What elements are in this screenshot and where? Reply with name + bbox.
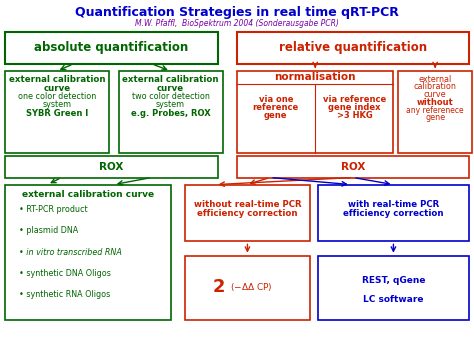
Bar (5, 32, 218, 64)
Text: M.W. Pfaffl,  BioSpektrum 2004 (Sonderausgabe PCR): M.W. Pfaffl, BioSpektrum 2004 (Sonderaus… (135, 18, 339, 28)
Bar (5, 185, 171, 320)
Bar (5, 156, 218, 178)
Text: $\mathbf{2}$: $\mathbf{2}$ (211, 278, 225, 296)
Text: external calibration: external calibration (122, 75, 219, 84)
Text: system: system (156, 100, 185, 109)
Bar (237, 32, 469, 64)
Text: • plasmid DNA: • plasmid DNA (19, 226, 78, 235)
Text: $(-\Delta\Delta$ CP): $(-\Delta\Delta$ CP) (230, 281, 273, 293)
Text: ROX: ROX (341, 162, 365, 172)
Text: absolute quantification: absolute quantification (34, 42, 189, 54)
Text: • synthetic DNA Oligos: • synthetic DNA Oligos (19, 269, 111, 278)
Bar (318, 256, 469, 320)
Text: with real-time PCR: with real-time PCR (348, 200, 439, 209)
Text: any referenece: any referenece (406, 105, 464, 115)
Text: e.g. Probes, ROX: e.g. Probes, ROX (131, 109, 210, 118)
Text: >3 HKG: >3 HKG (337, 110, 373, 120)
Text: via reference: via reference (323, 95, 386, 104)
Bar (185, 256, 310, 320)
Text: curve: curve (157, 83, 184, 93)
Text: system: system (42, 100, 72, 109)
Bar (318, 185, 469, 241)
Text: efficiency correction: efficiency correction (343, 208, 444, 218)
Text: ROX: ROX (99, 162, 124, 172)
Text: calibration: calibration (414, 82, 456, 92)
Bar (237, 71, 393, 153)
Text: external calibration: external calibration (9, 75, 105, 84)
Text: gene: gene (264, 110, 288, 120)
Text: external calibration curve: external calibration curve (22, 190, 154, 199)
Text: one color detection: one color detection (18, 92, 96, 102)
Text: • RT-PCR product: • RT-PCR product (19, 205, 88, 214)
Text: external: external (419, 75, 452, 84)
Text: via one: via one (259, 95, 293, 104)
Bar (185, 185, 310, 241)
Bar (118, 71, 223, 153)
Bar (237, 156, 469, 178)
Text: without real-time PCR: without real-time PCR (193, 200, 301, 209)
Text: without: without (417, 98, 454, 107)
Text: reference: reference (253, 103, 299, 112)
Text: • synthetic RNA Oligos: • synthetic RNA Oligos (19, 290, 110, 299)
Text: curve: curve (43, 83, 71, 93)
Text: normalisation: normalisation (274, 72, 356, 82)
Text: relative quantification: relative quantification (279, 42, 427, 54)
Text: curve: curve (424, 90, 447, 99)
Text: REST, qGene: REST, qGene (362, 276, 425, 285)
Bar (398, 71, 472, 153)
Text: SYBR Green I: SYBR Green I (26, 109, 88, 118)
Text: gene index: gene index (328, 103, 381, 112)
Text: Quantification Strategies in real time qRT-PCR: Quantification Strategies in real time q… (75, 6, 399, 19)
Text: • in vitro transcribed RNA: • in vitro transcribed RNA (19, 247, 122, 257)
Text: LC software: LC software (363, 295, 424, 305)
Text: efficiency correction: efficiency correction (197, 208, 298, 218)
Bar (5, 71, 109, 153)
Text: two color detection: two color detection (132, 92, 210, 102)
Text: gene: gene (425, 113, 445, 122)
